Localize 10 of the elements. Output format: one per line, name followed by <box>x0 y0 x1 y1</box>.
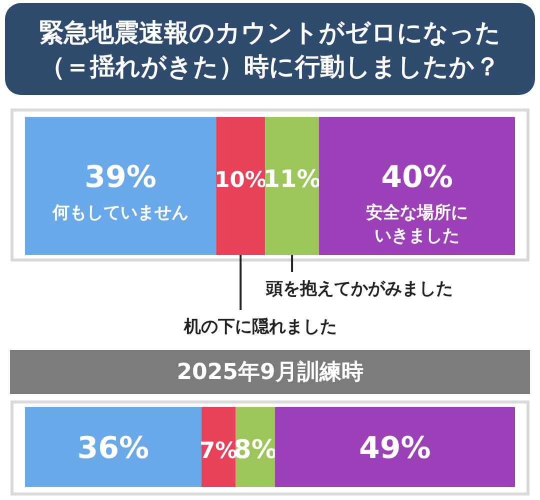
series-label: 安全な場所にいきました <box>366 203 468 246</box>
chart-title: 2025年9月訓練時 <box>176 360 364 384</box>
text: 机の下に隠れました <box>183 317 338 337</box>
series-label: 何もしていません <box>52 203 189 223</box>
series-label: 頭を抱えてかがみました <box>265 279 454 299</box>
data-label: 49% <box>359 431 431 466</box>
data-label: 39% <box>84 160 156 195</box>
data-label: 40% <box>381 160 453 195</box>
data-label: 36% <box>77 431 150 466</box>
chart-title: 緊急地震速報のカウントがゼロになった（＝揺れがきた）時に行動しましたか？ <box>39 18 501 80</box>
